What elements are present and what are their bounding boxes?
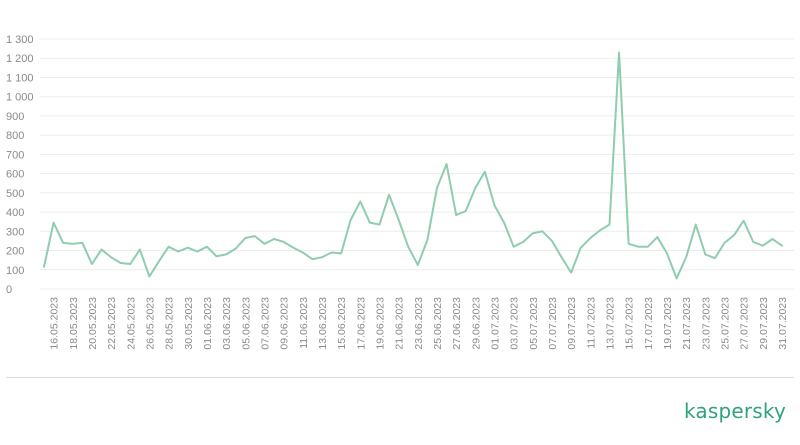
x-tick-label: 31.07.2023	[777, 297, 789, 350]
y-tick-label: 600	[6, 169, 24, 181]
x-tick-label: 03.06.2023	[221, 297, 233, 350]
y-tick-label: 900	[6, 111, 24, 123]
x-tick-label: 28.05.2023	[164, 297, 176, 350]
x-tick-label: 05.06.2023	[240, 297, 252, 350]
x-tick-label: 21.06.2023	[394, 297, 406, 350]
x-tick-label: 26.05.2023	[144, 297, 156, 350]
x-tick-label: 25.06.2023	[432, 297, 444, 350]
y-tick-label: 0	[6, 284, 12, 296]
x-tick-label: 01.06.2023	[202, 297, 214, 350]
x-tick-label: 17.07.2023	[643, 297, 655, 350]
x-tick-label: 22.05.2023	[106, 297, 118, 350]
y-tick-label: 800	[6, 130, 24, 142]
gridlines	[40, 38, 794, 290]
x-tick-label: 30.05.2023	[183, 297, 195, 350]
y-tick-label: 100	[6, 265, 24, 277]
x-tick-label: 29.07.2023	[758, 297, 770, 350]
x-tick-label: 13.07.2023	[604, 297, 616, 350]
y-tick-label: 400	[6, 207, 24, 219]
x-tick-label: 23.07.2023	[700, 297, 712, 350]
x-tick-label: 23.06.2023	[413, 297, 425, 350]
x-tick-label: 01.07.2023	[489, 297, 501, 350]
x-tick-label: 19.06.2023	[374, 297, 386, 350]
x-tick-label: 25.07.2023	[719, 297, 731, 350]
y-tick-label: 1 000	[6, 92, 34, 104]
x-tick-label: 21.07.2023	[681, 297, 693, 350]
x-tick-label: 24.05.2023	[125, 297, 137, 350]
x-tick-label: 07.06.2023	[259, 297, 271, 350]
x-tick-label: 13.06.2023	[317, 297, 329, 350]
x-tick-label: 16.05.2023	[49, 297, 61, 350]
x-tick-label: 05.07.2023	[528, 297, 540, 350]
y-tick-label: 700	[6, 149, 24, 161]
x-tick-label: 07.07.2023	[547, 297, 559, 350]
x-tick-label: 17.06.2023	[355, 297, 367, 350]
x-tick-label: 29.06.2023	[470, 297, 482, 350]
x-tick-label: 15.06.2023	[336, 297, 348, 350]
y-tick-label: 1 300	[6, 34, 34, 46]
x-tick-label: 15.07.2023	[624, 297, 636, 350]
x-tick-label: 20.05.2023	[87, 297, 99, 350]
x-tick-label: 27.06.2023	[451, 297, 463, 350]
y-axis-ticks: 0 100 200 300 400 500 600 700 800 900 1 000 1 100 1 …	[6, 34, 34, 296]
y-tick-label: 1 100	[6, 72, 34, 84]
kaspersky-logo: kaspersky	[683, 399, 786, 423]
x-axis-ticks: 16.05.2023 18.05.2023 20.05.2023 22.05.2023…	[49, 297, 789, 350]
y-tick-label: 300	[6, 226, 24, 238]
y-tick-label: 1 200	[6, 53, 34, 65]
x-tick-label: 27.07.2023	[739, 297, 751, 350]
x-tick-label: 03.07.2023	[509, 297, 521, 350]
x-tick-label: 11.07.2023	[585, 297, 597, 349]
series-line	[43, 51, 783, 280]
y-tick-label: 500	[6, 188, 24, 200]
y-tick-label: 200	[6, 246, 24, 258]
x-tick-label: 11.06.2023	[298, 297, 310, 349]
x-tick-label: 18.05.2023	[68, 297, 80, 350]
x-tick-label: 19.07.2023	[662, 297, 674, 350]
x-tick-label: 09.07.2023	[566, 297, 578, 350]
x-tick-label: 09.06.2023	[279, 297, 291, 350]
